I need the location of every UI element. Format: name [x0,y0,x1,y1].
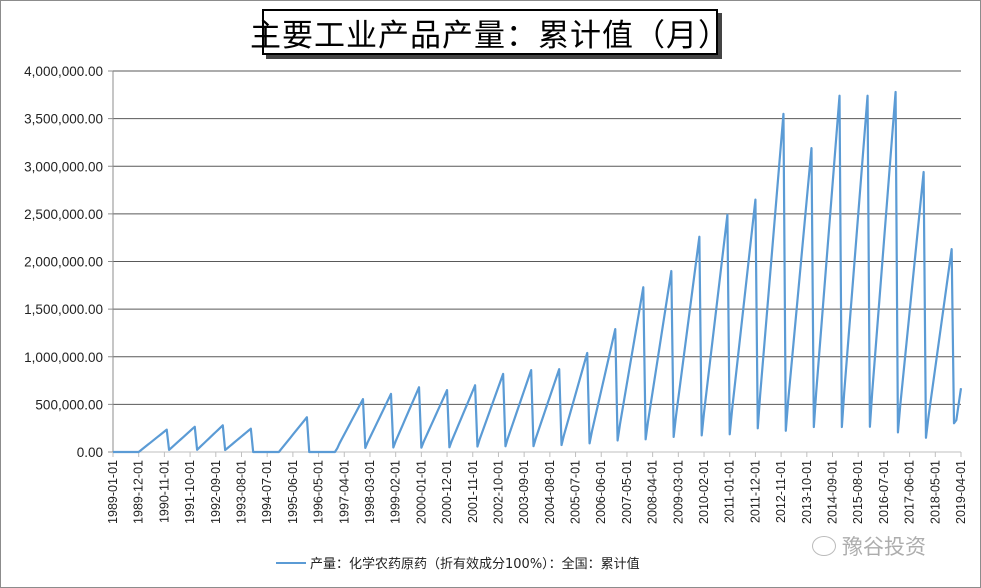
x-tick-label: 2004-08-01 [543,460,557,524]
y-tick-label: 0.00 [77,445,103,460]
x-tick-label: 2011-12-01 [748,460,762,523]
x-tick-label: 2018-05-01 [928,460,942,524]
legend-swatch [276,561,306,564]
y-tick-label: 2,000,000.00 [24,255,103,270]
wechat-icon [812,536,836,556]
x-tick-label: 2000-01-01 [414,460,428,524]
legend: 产量：化学农药原药（折有效成分100%）：全国：累计值 [276,553,640,572]
x-tick-label: 2016-07-01 [877,460,891,524]
chart-title: 主要工业产品产量：累计值（月） [250,17,730,54]
x-tick-label: 2017-06-01 [903,460,917,524]
x-tick-label: 2007-05-01 [620,460,634,524]
x-tick-label: 1998-03-01 [363,460,377,524]
x-tick-label: 1990-11-01 [157,460,171,523]
x-tick-label: 2015-08-01 [851,460,865,524]
x-tick-label: 2010-02-01 [697,460,711,524]
x-tick-label: 2006-06-01 [594,460,608,524]
watermark: 豫谷投资 [812,531,926,561]
x-tick-label: 2003-09-01 [517,460,531,524]
y-tick-label: 4,000,000.00 [24,64,103,79]
x-tick-label: 1989-01-01 [106,460,120,524]
x-tick-label: 1991-10-01 [183,460,197,524]
legend-label: 产量：化学农药原药（折有效成分100%）：全国：累计值 [310,557,640,572]
x-tick-label: 2019-04-01 [954,460,968,524]
y-tick-label: 1,000,000.00 [24,350,103,365]
x-tick-label: 1994-07-01 [260,460,274,524]
y-tick-label: 3,500,000.00 [24,112,103,127]
x-tick-label: 2000-12-01 [440,460,454,524]
x-tick-label: 2005-07-01 [569,460,583,524]
y-tick-label: 500,000.00 [35,397,103,412]
x-tick-label: 1997-04-01 [337,460,351,524]
x-tick-label: 1995-06-01 [286,460,300,524]
y-tick-label: 2,500,000.00 [24,207,103,222]
x-tick-label: 1992-09-01 [209,460,223,524]
x-tick-label: 2012-11-01 [774,460,788,523]
x-tick-label: 1996-05-01 [312,460,326,524]
x-tick-label: 2001-11-01 [466,460,480,523]
x-tick-label: 2014-09-01 [826,460,840,524]
x-tick-label: 1993-08-01 [234,460,248,524]
x-tick-label: 1989-12-01 [132,460,146,524]
x-tick-label: 1999-02-01 [389,460,403,524]
chart-title-box: 主要工业产品产量：累计值（月） [250,9,729,55]
x-tick-label: 2008-04-01 [646,460,660,524]
watermark-text: 豫谷投资 [842,535,926,559]
y-tick-label: 1,500,000.00 [24,302,103,317]
y-tick-label: 3,000,000.00 [24,159,103,174]
x-tick-label: 2002-10-01 [491,460,505,524]
series-line [113,90,963,454]
x-tick-label: 2009-03-01 [671,460,685,524]
x-tick-label: 2013-10-01 [800,460,814,524]
x-tick-label: 2011-01-01 [723,460,737,523]
